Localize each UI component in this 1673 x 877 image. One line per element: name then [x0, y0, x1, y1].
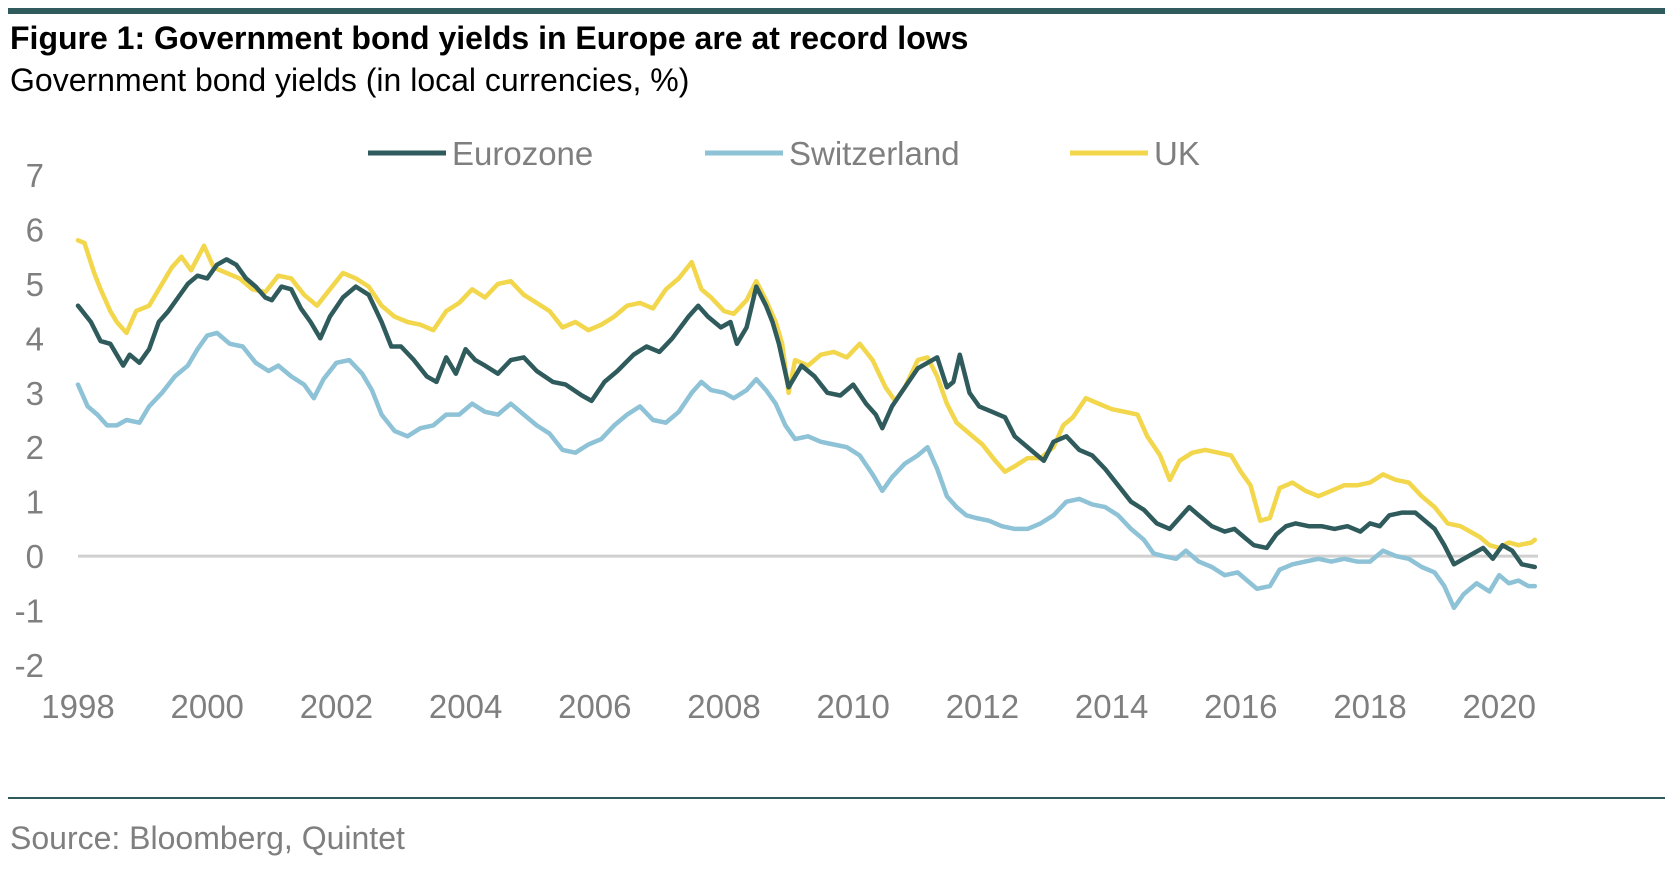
y-tick-label: 5 [26, 266, 44, 303]
y-tick-label: 6 [26, 211, 44, 248]
y-tick-label: 7 [26, 157, 44, 194]
x-tick-label: 1998 [41, 688, 114, 725]
y-tick-label: 1 [26, 484, 44, 521]
x-tick-label: 2004 [429, 688, 502, 725]
figure-subtitle: Government bond yields (in local currenc… [10, 62, 690, 98]
x-tick-label: 2008 [687, 688, 760, 725]
x-axis: 1998 2000 2002 2004 2006 2008 2010 2012 2014 2016… [41, 688, 1536, 725]
x-tick-label: 2012 [946, 688, 1019, 725]
x-tick-label: 2000 [170, 688, 243, 725]
y-tick-label: 3 [26, 375, 44, 412]
legend-label-switzerland: Switzerland [789, 135, 960, 172]
series-line-uk [75, 238, 1538, 551]
x-tick-label: 2002 [300, 688, 373, 725]
y-tick-label: 4 [26, 320, 44, 357]
y-tick-label: -1 [15, 593, 44, 630]
x-tick-label: 2020 [1463, 688, 1536, 725]
y-tick-label: 0 [26, 538, 44, 575]
x-tick-label: 2016 [1204, 688, 1277, 725]
x-tick-label: 2014 [1075, 688, 1148, 725]
series-line-switzerland [75, 330, 1538, 611]
legend-label-eurozone: Eurozone [452, 135, 593, 172]
y-axis: -2 -1 0 1 2 3 4 5 6 7 [15, 157, 44, 684]
figure-title: Figure 1: Government bond yields in Euro… [10, 20, 969, 56]
series-group [75, 238, 1538, 611]
x-tick-label: 2018 [1333, 688, 1406, 725]
source-note: Source: Bloomberg, Quintet [10, 820, 405, 856]
bottom-rule [8, 797, 1665, 799]
y-tick-label: -2 [15, 647, 44, 684]
top-rule [8, 8, 1665, 14]
legend-label-uk: UK [1154, 135, 1200, 172]
legend: Eurozone Switzerland UK [368, 135, 1200, 172]
series-line-eurozone [75, 257, 1538, 570]
x-tick-label: 2006 [558, 688, 631, 725]
y-tick-label: 2 [26, 429, 44, 466]
x-tick-label: 2010 [817, 688, 890, 725]
